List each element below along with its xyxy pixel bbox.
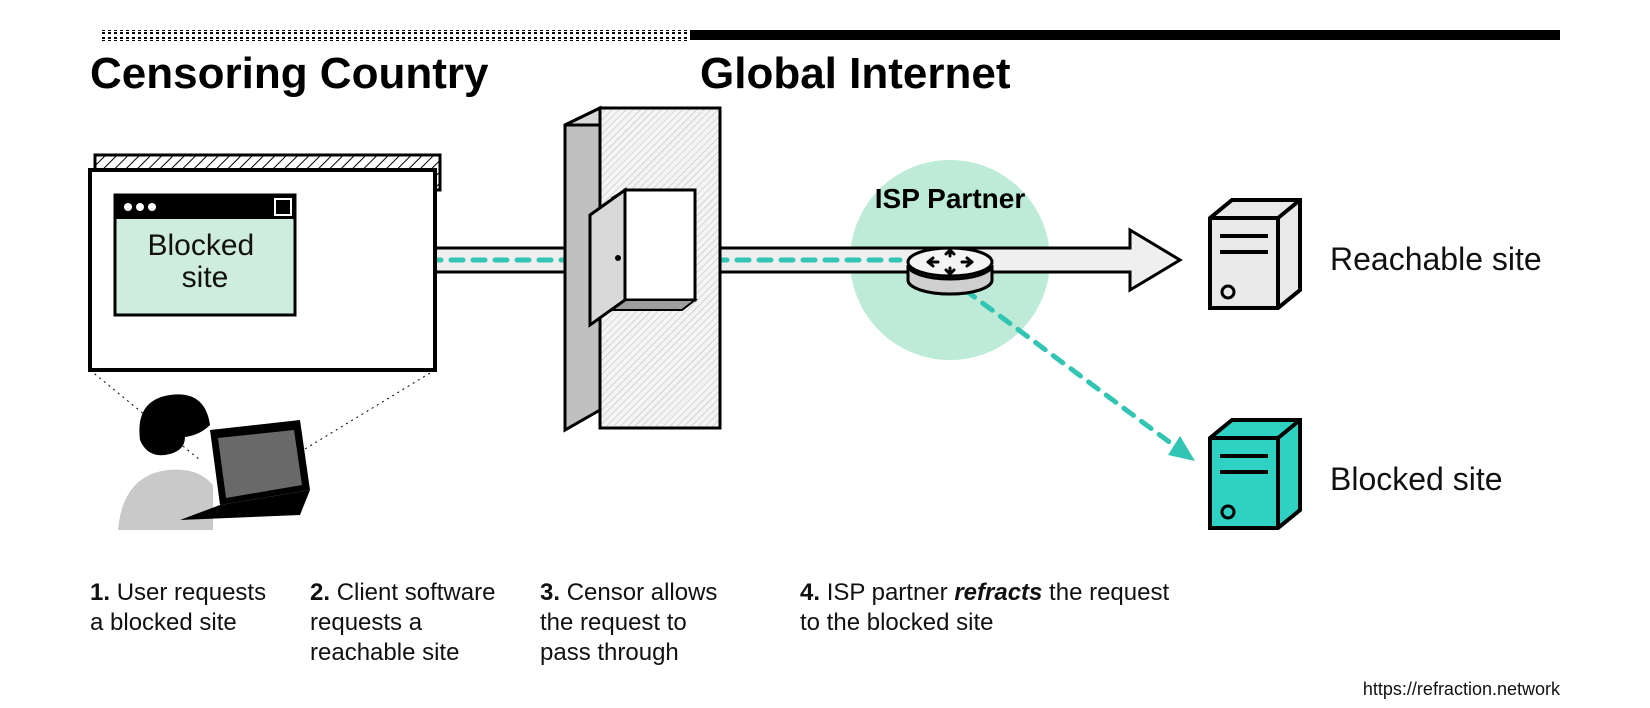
firewall bbox=[565, 108, 720, 430]
heading-global: Global Internet bbox=[700, 49, 1011, 98]
user-icon bbox=[118, 394, 310, 530]
reachable-server-icon bbox=[1210, 200, 1300, 308]
svg-text:2. Client softwarerequests are: 2. Client softwarerequests areachable si… bbox=[310, 579, 495, 666]
svg-text:4. ISP partner refracts the re: 4. ISP partner refracts the requestto th… bbox=[800, 579, 1169, 636]
blocked-server-icon bbox=[1210, 420, 1300, 528]
svg-text:1. User requestsa blocked site: 1. User requestsa blocked site bbox=[90, 579, 266, 636]
footer-url: https://refraction.network bbox=[1363, 679, 1561, 699]
steps: 1. User requestsa blocked site 2. Client… bbox=[90, 579, 1169, 666]
heading-censoring: Censoring Country bbox=[90, 49, 489, 98]
isp-router-icon bbox=[908, 248, 992, 294]
refracted-arrow bbox=[965, 290, 1195, 461]
blocked-label: Blocked site bbox=[1330, 461, 1503, 497]
header-rule bbox=[100, 30, 1560, 41]
svg-text:3. Censor allowsthe request to: 3. Censor allowsthe request topass throu… bbox=[540, 579, 717, 666]
monitor: Blocked site bbox=[90, 155, 440, 370]
reachable-label: Reachable site bbox=[1330, 241, 1542, 277]
browser-window: Blocked site bbox=[115, 195, 295, 315]
isp-label: ISP Partner bbox=[875, 183, 1026, 214]
